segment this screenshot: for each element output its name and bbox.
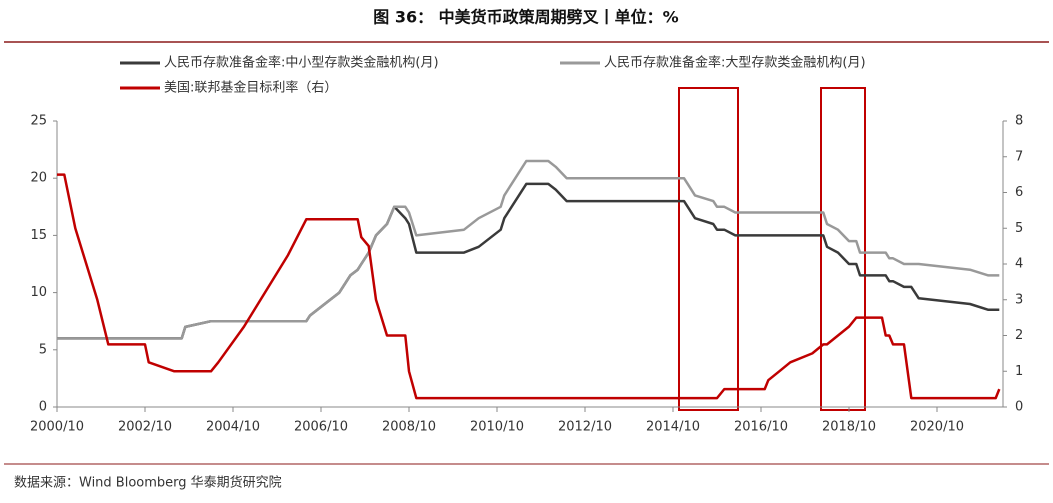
y-tick-label: 25 — [30, 114, 47, 129]
x-tick-label: 2014/10 — [646, 420, 700, 435]
x-tick-label: 2008/10 — [382, 420, 436, 435]
y-tick-label: 10 — [30, 285, 47, 300]
source-note: 数据来源：Wind Bloomberg 华泰期货研究院 — [14, 475, 282, 491]
series-line — [57, 159, 1000, 340]
highlight-box — [820, 87, 866, 411]
y2-tick-label: 7 — [1015, 149, 1023, 164]
y2-tick-label: 0 — [1015, 400, 1023, 415]
x-tick-label: 2000/10 — [30, 420, 84, 435]
highlight-box — [678, 87, 739, 411]
legend-label: 人民币存款准备金率:中小型存款类金融机构(月) — [164, 55, 439, 71]
y-tick-label: 5 — [39, 342, 47, 357]
y2-tick-label: 1 — [1015, 364, 1023, 379]
y2-tick-label: 8 — [1015, 114, 1023, 129]
y2-tick-label: 2 — [1015, 328, 1023, 343]
x-tick-label: 2004/10 — [206, 420, 260, 435]
x-tick-label: 2010/10 — [470, 420, 524, 435]
y2-tick-label: 5 — [1015, 221, 1023, 236]
y2-tick-label: 4 — [1015, 257, 1023, 272]
x-tick-label: 2016/10 — [734, 420, 788, 435]
x-tick-label: 2006/10 — [294, 420, 348, 435]
x-tick-label: 2018/10 — [822, 420, 876, 435]
legend-label: 美国:联邦基金目标利率（右） — [164, 80, 337, 96]
series-line — [57, 182, 1000, 340]
legend-label: 人民币存款准备金率:大型存款类金融机构(月) — [604, 55, 866, 71]
y2-tick-label: 3 — [1015, 292, 1023, 307]
x-tick-label: 2020/10 — [910, 420, 964, 435]
series-line — [57, 173, 1001, 400]
y-tick-label: 15 — [30, 228, 47, 243]
y-tick-label: 20 — [30, 171, 47, 186]
y2-tick-label: 6 — [1015, 185, 1023, 200]
x-tick-label: 2012/10 — [558, 420, 612, 435]
x-tick-label: 2002/10 — [118, 420, 172, 435]
y-tick-label: 0 — [39, 400, 47, 415]
chart-title: 图 36： 中美货币政策周期劈叉丨单位：% — [373, 8, 678, 27]
